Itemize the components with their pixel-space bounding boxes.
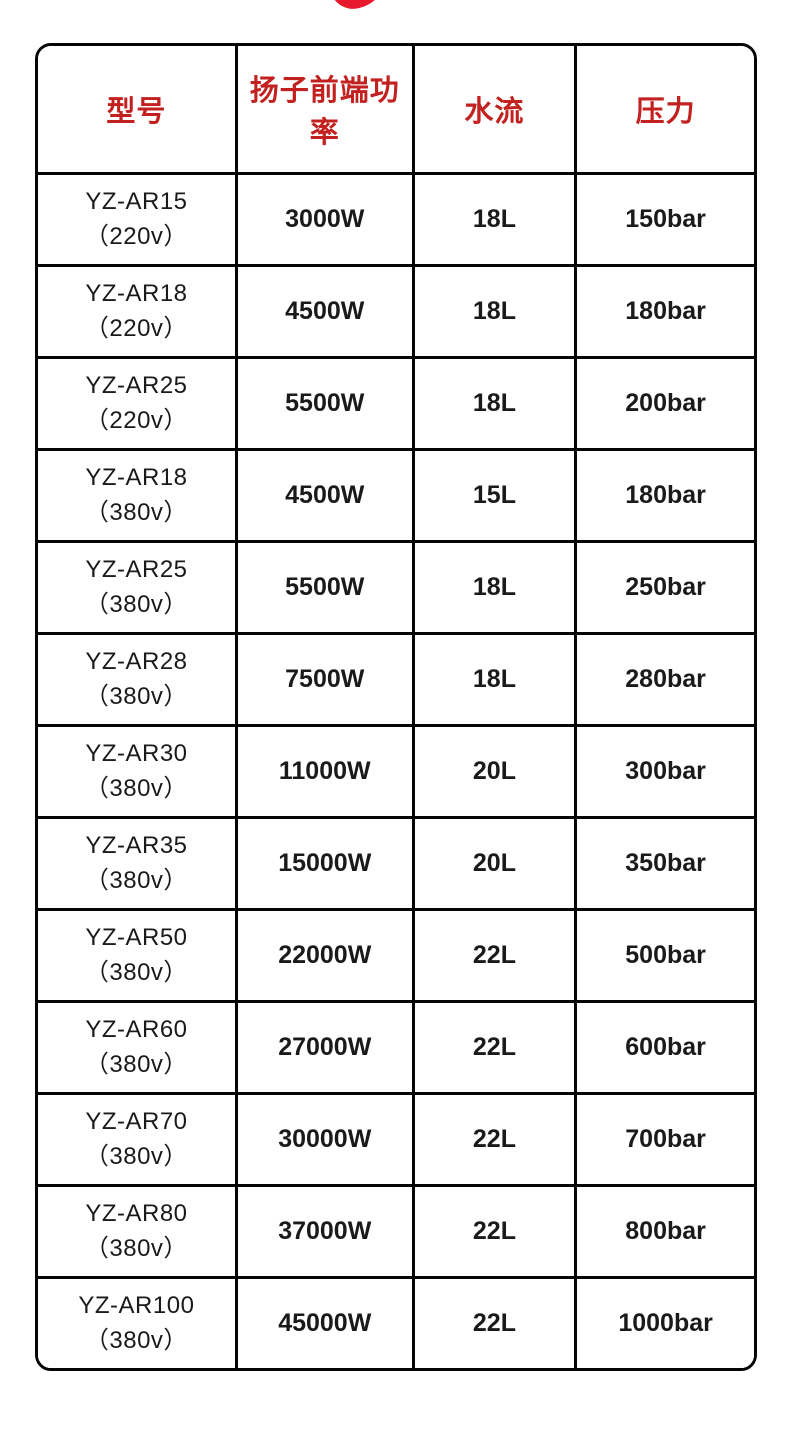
power-cell: 4500W	[234, 264, 415, 359]
power-cell: 30000W	[234, 1092, 415, 1187]
table-row: YZ-AR50（380v） 22000W 22L 500bar	[38, 908, 754, 1003]
pressure-cell: 180bar	[574, 264, 754, 359]
model-cell: YZ-AR18（380v）	[38, 448, 238, 543]
table-row: YZ-AR25（220v） 5500W 18L 200bar	[38, 356, 754, 451]
flow-cell: 22L	[411, 1092, 578, 1187]
power-cell: 15000W	[234, 816, 415, 911]
pressure-cell: 150bar	[574, 172, 754, 267]
pressure-cell: 300bar	[574, 724, 754, 819]
power-cell: 4500W	[234, 448, 415, 543]
pressure-cell: 200bar	[574, 356, 754, 451]
table-row: YZ-AR28（380v） 7500W 18L 280bar	[38, 632, 754, 727]
power-cell: 37000W	[234, 1184, 415, 1279]
model-cell: YZ-AR15（220v）	[38, 172, 238, 267]
flow-cell: 15L	[411, 448, 578, 543]
flow-cell: 22L	[411, 1184, 578, 1279]
flow-cell: 18L	[411, 356, 578, 451]
model-cell: YZ-AR100（380v）	[38, 1276, 238, 1368]
power-cell: 27000W	[234, 1000, 415, 1095]
flow-cell: 20L	[411, 816, 578, 911]
power-cell: 5500W	[234, 356, 415, 451]
power-cell: 45000W	[234, 1276, 415, 1368]
power-cell: 22000W	[234, 908, 415, 1003]
table-row: YZ-AR18（380v） 4500W 15L 180bar	[38, 448, 754, 543]
table-row: YZ-AR100（380v） 45000W 22L 1000bar	[38, 1276, 754, 1368]
power-cell: 3000W	[234, 172, 415, 267]
flow-cell: 20L	[411, 724, 578, 819]
table-row: YZ-AR18（220v） 4500W 18L 180bar	[38, 264, 754, 359]
model-cell: YZ-AR80（380v）	[38, 1184, 238, 1279]
model-cell: YZ-AR28（380v）	[38, 632, 238, 727]
model-cell: YZ-AR30（380v）	[38, 724, 238, 819]
pressure-cell: 250bar	[574, 540, 754, 635]
model-cell: YZ-AR60（380v）	[38, 1000, 238, 1095]
table-row: YZ-AR80（380v） 37000W 22L 800bar	[38, 1184, 754, 1279]
flow-cell: 18L	[411, 632, 578, 727]
model-cell: YZ-AR25（380v）	[38, 540, 238, 635]
model-cell: YZ-AR18（220v）	[38, 264, 238, 359]
flow-cell: 18L	[411, 264, 578, 359]
table-row: YZ-AR15（220v） 3000W 18L 150bar	[38, 172, 754, 267]
pressure-cell: 800bar	[574, 1184, 754, 1279]
table-row: YZ-AR30（380v） 11000W 20L 300bar	[38, 724, 754, 819]
red-badge-bottom-icon	[334, 0, 375, 9]
pressure-cell: 500bar	[574, 908, 754, 1003]
table-row: YZ-AR25（380v） 5500W 18L 250bar	[38, 540, 754, 635]
table-body: YZ-AR15（220v） 3000W 18L 150bar YZ-AR18（2…	[38, 172, 754, 1368]
table-row: YZ-AR60（380v） 27000W 22L 600bar	[38, 1000, 754, 1095]
table-row: YZ-AR70（380v） 30000W 22L 700bar	[38, 1092, 754, 1187]
pressure-cell: 350bar	[574, 816, 754, 911]
flow-cell: 18L	[411, 540, 578, 635]
model-cell: YZ-AR70（380v）	[38, 1092, 238, 1187]
flow-cell: 18L	[411, 172, 578, 267]
col-header-pressure: 压力	[574, 46, 754, 175]
col-header-flow: 水流	[411, 46, 578, 175]
header-row: 型号 扬子前端功率 水流 压力	[38, 46, 754, 175]
spec-table-container: 型号 扬子前端功率 水流 压力 YZ-AR15（220v） 3000W 18L …	[35, 43, 757, 1371]
col-header-power: 扬子前端功率	[234, 46, 415, 175]
pressure-cell: 700bar	[574, 1092, 754, 1187]
power-cell: 5500W	[234, 540, 415, 635]
spec-table: 型号 扬子前端功率 水流 压力 YZ-AR15（220v） 3000W 18L …	[38, 46, 754, 1368]
pressure-cell: 600bar	[574, 1000, 754, 1095]
flow-cell: 22L	[411, 1000, 578, 1095]
table-row: YZ-AR35（380v） 15000W 20L 350bar	[38, 816, 754, 911]
power-cell: 7500W	[234, 632, 415, 727]
pressure-cell: 280bar	[574, 632, 754, 727]
col-header-model: 型号	[38, 46, 238, 175]
flow-cell: 22L	[411, 1276, 578, 1368]
model-cell: YZ-AR25（220v）	[38, 356, 238, 451]
model-cell: YZ-AR35（380v）	[38, 816, 238, 911]
flow-cell: 22L	[411, 908, 578, 1003]
pressure-cell: 1000bar	[574, 1276, 754, 1368]
pressure-cell: 180bar	[574, 448, 754, 543]
model-cell: YZ-AR50（380v）	[38, 908, 238, 1003]
power-cell: 11000W	[234, 724, 415, 819]
